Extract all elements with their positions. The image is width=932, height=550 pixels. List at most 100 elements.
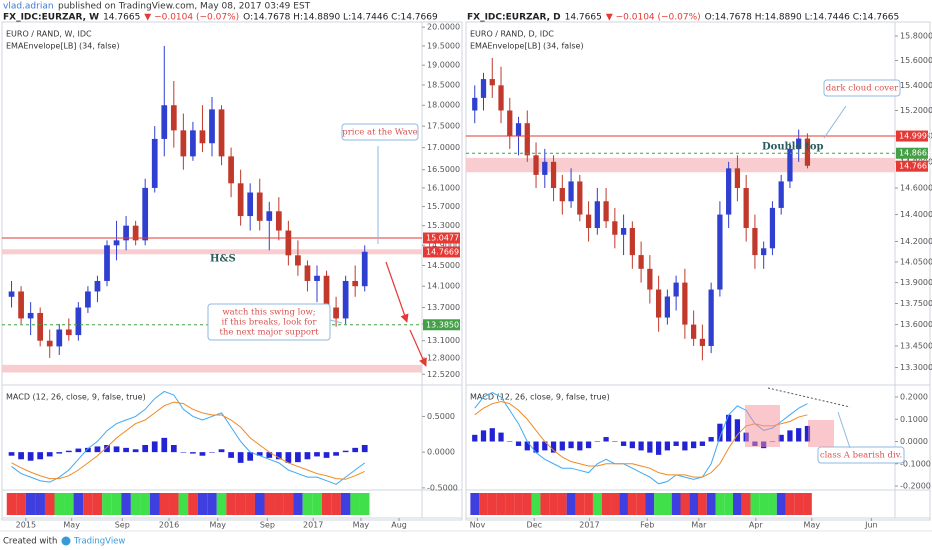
- callout-box: [207, 303, 331, 341]
- candle-body: [199, 130, 206, 144]
- price-tag-label: 15.0477: [426, 233, 459, 242]
- macd-bar: [629, 441, 635, 449]
- regime-band: [662, 493, 672, 515]
- y-tick-label: 14.0500: [900, 257, 932, 266]
- zone: [2, 364, 422, 373]
- y-tick-label: 13.7500: [900, 299, 932, 308]
- regime-band: [496, 493, 506, 515]
- candle-body: [647, 268, 653, 290]
- brand-name[interactable]: TradingView: [73, 537, 125, 547]
- annotation-text: if this breaks, look for: [222, 318, 318, 328]
- price-tag: [423, 319, 460, 331]
- candle-body: [472, 97, 478, 111]
- author[interactable]: vlad.adrian: [3, 2, 54, 12]
- macd-tick-label: -0.5000: [427, 483, 458, 492]
- quote-ohlc: O:14.7678 H:14.8890 L:14.7446 C:14.7669: [243, 13, 438, 23]
- regime-band: [680, 493, 690, 515]
- regime-band: [750, 493, 760, 515]
- macd-bar: [524, 441, 530, 451]
- callout-box: [823, 79, 901, 97]
- macd-bar: [94, 446, 101, 453]
- macd-bar: [804, 425, 811, 442]
- macd-bar: [638, 441, 644, 451]
- regime-band: [575, 493, 585, 515]
- x-tick-label: Apr: [749, 521, 764, 530]
- candle-body: [75, 307, 82, 336]
- macd-bar: [612, 441, 618, 443]
- candle-body: [577, 181, 583, 215]
- annotation-text: the next major support: [220, 328, 320, 338]
- price-tag-label: 14.8663: [899, 149, 932, 158]
- candle-body: [342, 280, 349, 319]
- macd-bar: [603, 437, 609, 442]
- regime-band: [25, 493, 36, 515]
- y-tick-label: 12.5200: [427, 370, 460, 379]
- pane-title: EURO / RAND, W, IDC: [6, 30, 92, 39]
- macd-bar: [594, 441, 600, 443]
- regime-band: [768, 493, 777, 515]
- candle-body: [323, 275, 330, 308]
- callout-box: [817, 446, 905, 464]
- regime-band: [479, 493, 488, 515]
- regime-band: [331, 493, 341, 515]
- macd-bar: [132, 449, 139, 453]
- regime-band: [54, 493, 65, 515]
- regime-band: [776, 493, 786, 515]
- regime-band: [44, 493, 55, 515]
- candle-body: [333, 307, 339, 319]
- y-tick-label: 14.4000: [900, 210, 932, 219]
- regime-band: [254, 493, 265, 515]
- macd-bar: [123, 447, 129, 453]
- candle-body: [151, 138, 158, 188]
- candle-body: [480, 79, 487, 98]
- regime-band: [216, 493, 227, 515]
- macd-bar: [655, 441, 662, 455]
- macd-bar: [323, 452, 330, 458]
- candle-body: [65, 329, 72, 336]
- y-tick-label: 14.9000: [427, 241, 460, 250]
- candle-body: [190, 130, 196, 157]
- candle-body: [796, 138, 802, 149]
- y-tick-label: 18.0000: [427, 101, 460, 110]
- regime-band: [274, 493, 284, 515]
- regime-band: [293, 493, 303, 515]
- candle-body: [743, 188, 749, 228]
- macd-bar: [256, 452, 263, 456]
- candle-body: [638, 255, 644, 269]
- regime-band: [235, 493, 246, 515]
- candle-body: [56, 329, 63, 347]
- candle-body: [8, 291, 15, 297]
- candle-body: [209, 109, 215, 144]
- regime-band: [264, 493, 275, 515]
- quote-change: ▼ −0.0104 (−0.07%): [144, 13, 239, 23]
- candle-body: [778, 181, 784, 208]
- candle-body: [113, 240, 120, 246]
- macd-bar: [472, 434, 478, 442]
- callout-box: [341, 123, 419, 141]
- price-tag: [896, 147, 928, 159]
- macd-bar: [699, 441, 706, 446]
- candle-body: [585, 214, 592, 228]
- macd-bar: [18, 452, 24, 460]
- macd-bar: [104, 445, 110, 453]
- regime-band: [592, 493, 602, 515]
- candle-body: [314, 275, 320, 281]
- x-tick-label: Dec: [527, 521, 542, 530]
- regime-band: [92, 493, 103, 515]
- macd-bar: [333, 452, 339, 456]
- callout-line: [329, 319, 343, 324]
- candle-body: [94, 280, 101, 292]
- quote-change: ▼ −0.0104 (−0.07%): [606, 13, 701, 23]
- regime-band: [619, 493, 628, 515]
- macd-bar: [682, 441, 688, 451]
- macd-bar: [142, 445, 149, 453]
- macd-bar: [56, 452, 63, 454]
- candle-body: [804, 138, 811, 166]
- macd-tick-label: 0.1000: [900, 415, 928, 424]
- regime-band: [715, 493, 725, 515]
- regime-band: [35, 493, 45, 515]
- candle-body: [691, 324, 697, 339]
- macd-bar: [237, 452, 244, 463]
- highlight-box: [745, 405, 780, 447]
- candle-body: [85, 291, 91, 308]
